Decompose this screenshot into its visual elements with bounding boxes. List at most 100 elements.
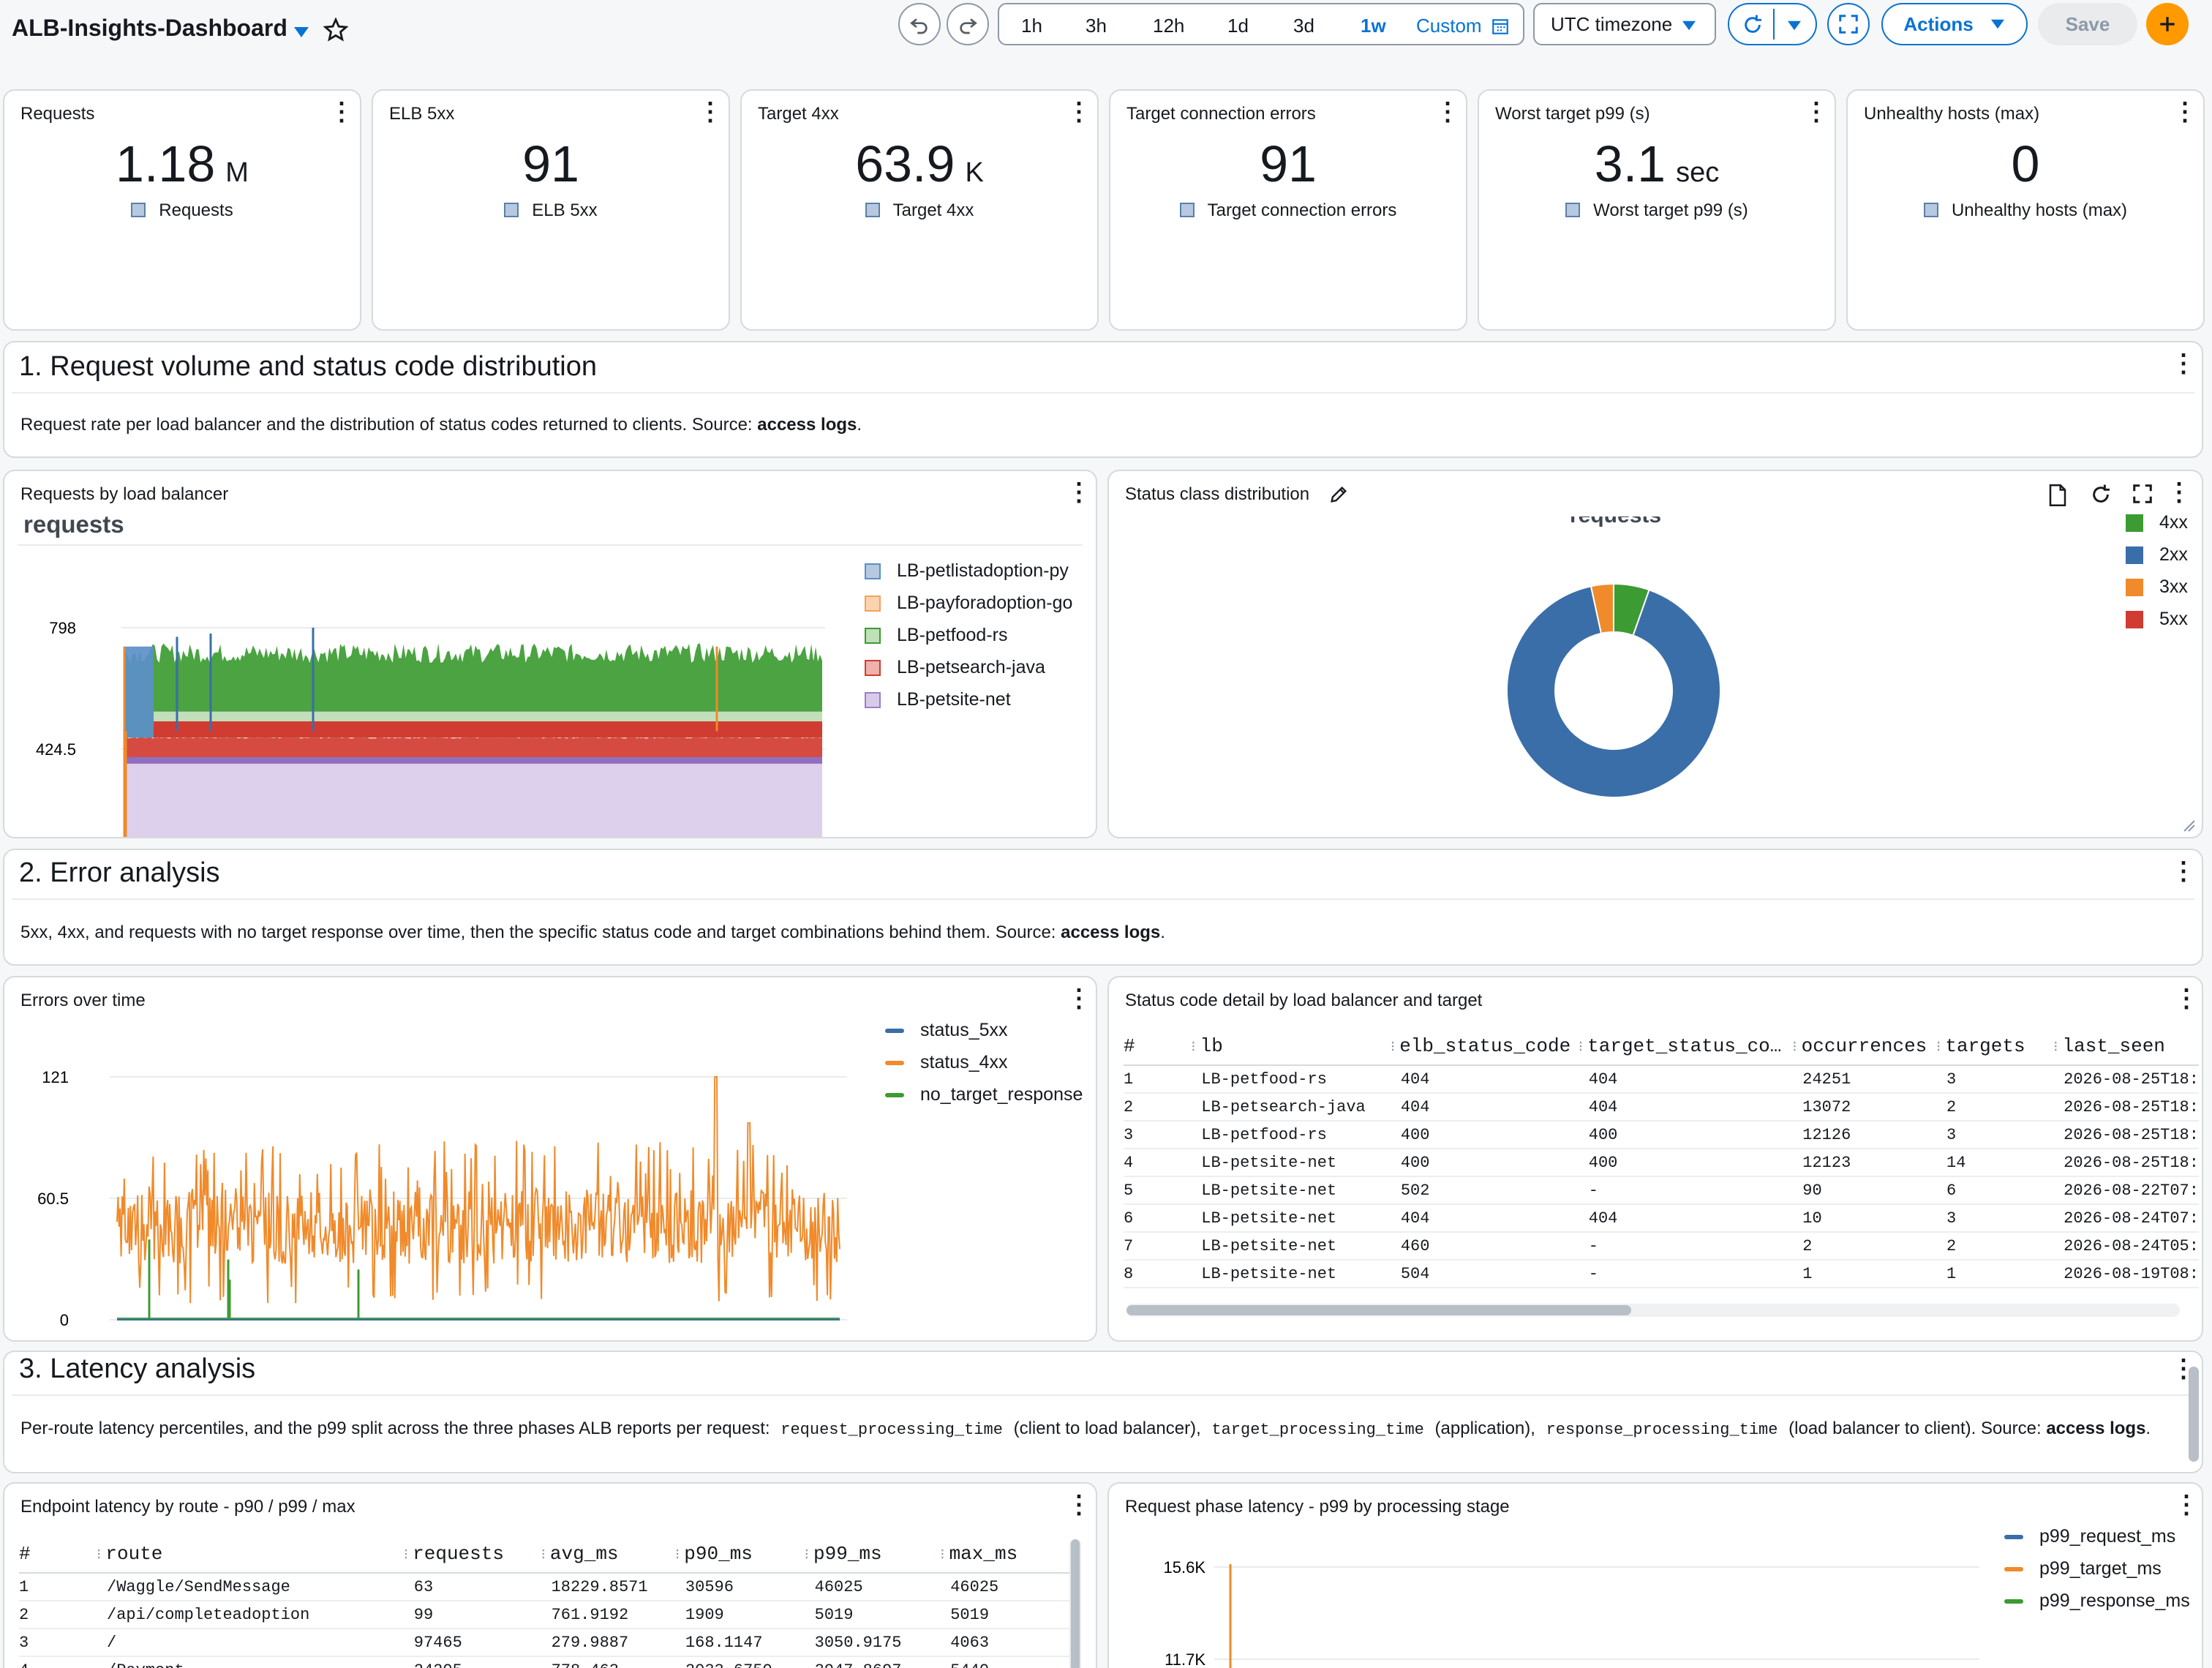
table-cell: LB-petfood-rs [1191, 1065, 1391, 1094]
table-row[interactable]: 4 LB-petsite-net 400 400 12123 14 2026-08-25T1… [1124, 1149, 2199, 1177]
actions-button[interactable]: Actions [1881, 3, 2028, 45]
refresh-options-caret-icon[interactable] [1786, 19, 1802, 32]
legend-item[interactable]: status_4xx [885, 1052, 1008, 1073]
legend-item[interactable]: status_5xx [885, 1020, 1008, 1041]
reload-widget-icon[interactable] [2089, 483, 2113, 506]
section-3-menu-icon[interactable]: ⋮ [2171, 1355, 2196, 1383]
column-resize-handle[interactable]: ⁝ [940, 1547, 945, 1564]
redo-button[interactable] [947, 3, 989, 45]
pie-slice-2xx[interactable] [1506, 585, 1721, 798]
status-detail-menu-icon[interactable]: ⋮ [2174, 985, 2199, 1013]
range-1w[interactable]: 1w [1361, 15, 1386, 37]
add-widget-button[interactable] [2146, 3, 2189, 45]
refresh-icon[interactable] [1741, 13, 1764, 37]
legend-item[interactable]: 3xx [2126, 576, 2188, 598]
column-header[interactable]: ⁝ p99_ms [804, 1535, 941, 1574]
section-2-menu-icon[interactable]: ⋮ [2171, 857, 2196, 885]
legend-item[interactable]: 5xx [2126, 609, 2188, 630]
column-header[interactable]: ⁝ avg_ms [541, 1535, 675, 1574]
pie-slice-3xx[interactable] [1590, 582, 1614, 635]
table-row[interactable]: 1/Waggle/SendMessage 63 18229.8571 30596 460… [19, 1573, 1069, 1601]
range-1d[interactable]: 1d [1227, 15, 1249, 37]
horizontal-scrollbar-thumb[interactable] [1126, 1305, 1631, 1315]
section-1-source: access logs [757, 415, 857, 435]
legend-item[interactable]: LB-payforadoption-go [865, 593, 1072, 614]
column-header[interactable]: ⁝ p90_ms [674, 1535, 805, 1574]
errors-over-time-menu-icon[interactable]: ⋮ [1066, 985, 1091, 1013]
legend-item[interactable]: LB-petsearch-java [865, 657, 1045, 678]
column-resize-handle[interactable]: ⁝ [674, 1547, 680, 1564]
legend-item[interactable]: p99_request_ms [2004, 1526, 2175, 1547]
requests-by-lb-menu-icon[interactable]: ⋮ [1066, 478, 1091, 506]
fullscreen-button[interactable] [1827, 3, 1870, 45]
column-resize-handle[interactable]: ⁝ [1936, 1039, 1941, 1056]
column-header[interactable]: ⁝ targets [1936, 1027, 2054, 1066]
legend-item[interactable]: LB-petsite-net [865, 689, 1011, 710]
column-header[interactable]: ⁝ max_ms [940, 1535, 1069, 1574]
column-resize-handle[interactable]: ⁝ [97, 1547, 102, 1564]
column-header[interactable]: # [1124, 1027, 1192, 1066]
column-header[interactable]: ⁝ elb_status_code [1390, 1027, 1579, 1066]
kpi-menu-icon[interactable]: ⋮ [2172, 98, 2197, 126]
range-1h[interactable]: 1h [1021, 15, 1042, 37]
kpi-menu-icon[interactable]: ⋮ [1066, 98, 1091, 126]
kpi-menu-icon[interactable]: ⋮ [329, 98, 354, 126]
dashboard-menu-caret-icon[interactable] [293, 25, 310, 40]
endpoint-latency-menu-icon[interactable]: ⋮ [1066, 1491, 1091, 1519]
table-row[interactable]: 1 LB-petfood-rs 404 404 24251 3 2026-08-25T18: [1124, 1065, 2199, 1094]
expand-widget-icon[interactable] [2132, 483, 2153, 505]
horizontal-scrollbar[interactable] [1126, 1304, 2180, 1317]
column-header[interactable]: ⁝ lb [1191, 1027, 1391, 1066]
latency-table-scrollbar[interactable] [1069, 1539, 1081, 1668]
legend-item[interactable]: LB-petfood-rs [865, 625, 1007, 646]
undo-button[interactable] [898, 3, 941, 45]
table-row[interactable]: 2 LB-petsearch-java 404 404 13072 2 2026-08-25… [1124, 1093, 2199, 1122]
custom-range-button[interactable]: Custom [1416, 15, 1510, 37]
kpi-menu-icon[interactable]: ⋮ [698, 98, 723, 126]
column-header[interactable]: ⁝ occurrences [1792, 1027, 1936, 1066]
table-row[interactable]: 3 LB-petfood-rs 400 400 12126 3 2026-08-25T18: [1124, 1121, 2199, 1149]
legend-item[interactable]: p99_target_ms [2004, 1558, 2162, 1579]
column-resize-handle[interactable]: ⁝ [403, 1547, 409, 1564]
table-row[interactable]: 8 LB-petsite-net 504-1 1 2026-08-19T08: [1124, 1260, 2199, 1288]
table-row[interactable]: 2/api/completeadoption 99 761.9192 1909 5019… [19, 1601, 1069, 1629]
column-resize-handle[interactable]: ⁝ [1578, 1039, 1584, 1056]
legend-item[interactable]: no_target_response [885, 1084, 1083, 1105]
y-tick-label: 15.6K [1164, 1558, 1206, 1577]
column-header[interactable]: ⁝ requests [403, 1535, 541, 1574]
section-1-menu-icon[interactable]: ⋮ [2171, 350, 2196, 377]
table-row[interactable]: 3/97465 279.9887 168.1147 3050.9175 4063 [19, 1628, 1069, 1657]
column-resize-handle[interactable]: ⁝ [804, 1547, 810, 1564]
table-row[interactable]: 6 LB-petsite-net 404 404 10 3 2026-08-24T07: [1124, 1204, 2199, 1233]
column-resize-handle[interactable]: ⁝ [1191, 1039, 1196, 1056]
column-header[interactable]: ⁝ route [97, 1535, 404, 1574]
resize-handle-icon[interactable] [2181, 818, 2196, 833]
column-resize-handle[interactable]: ⁝ [1792, 1039, 1797, 1056]
edit-pencil-icon[interactable] [1328, 484, 1349, 505]
column-header[interactable]: ⁝ target_status_co… [1578, 1027, 1793, 1066]
table-row[interactable]: 7 LB-petsite-net 460-2 2 2026-08-24T05: [1124, 1232, 2199, 1261]
legend-item[interactable]: 2xx [2126, 544, 2188, 566]
range-3h[interactable]: 3h [1086, 15, 1107, 37]
favorite-star-icon[interactable] [323, 18, 348, 42]
column-resize-handle[interactable]: ⁝ [541, 1547, 546, 1564]
column-header[interactable]: # [19, 1535, 97, 1574]
column-header[interactable]: ⁝ last_seen [2053, 1027, 2199, 1066]
status-class-menu-icon[interactable]: ⋮ [2167, 478, 2192, 506]
legend-item[interactable]: 4xx [2126, 512, 2188, 533]
timezone-selector[interactable]: UTC timezone [1533, 3, 1716, 45]
table-row[interactable]: 5 LB-petsite-net 502-90 6 2026-08-22T07: [1124, 1176, 2199, 1205]
table-row[interactable]: 4/Payment24205778.4632033.67503947.86975… [19, 1656, 1069, 1668]
column-resize-handle[interactable]: ⁝ [2053, 1039, 2058, 1056]
range-12h[interactable]: 12h [1153, 15, 1185, 37]
save-button[interactable]: Save [2038, 3, 2137, 45]
legend-item[interactable]: LB-petlistadoption-py [865, 560, 1069, 582]
vertical-scrollbar[interactable] [2189, 1367, 2199, 1462]
export-file-icon[interactable] [2047, 483, 2069, 508]
legend-item[interactable]: p99_response_ms [2004, 1590, 2190, 1612]
phase-latency-menu-icon[interactable]: ⋮ [2174, 1491, 2199, 1519]
kpi-menu-icon[interactable]: ⋮ [1804, 98, 1829, 126]
column-resize-handle[interactable]: ⁝ [1390, 1039, 1396, 1056]
kpi-menu-icon[interactable]: ⋮ [1435, 98, 1460, 126]
range-3d[interactable]: 3d [1293, 15, 1314, 37]
